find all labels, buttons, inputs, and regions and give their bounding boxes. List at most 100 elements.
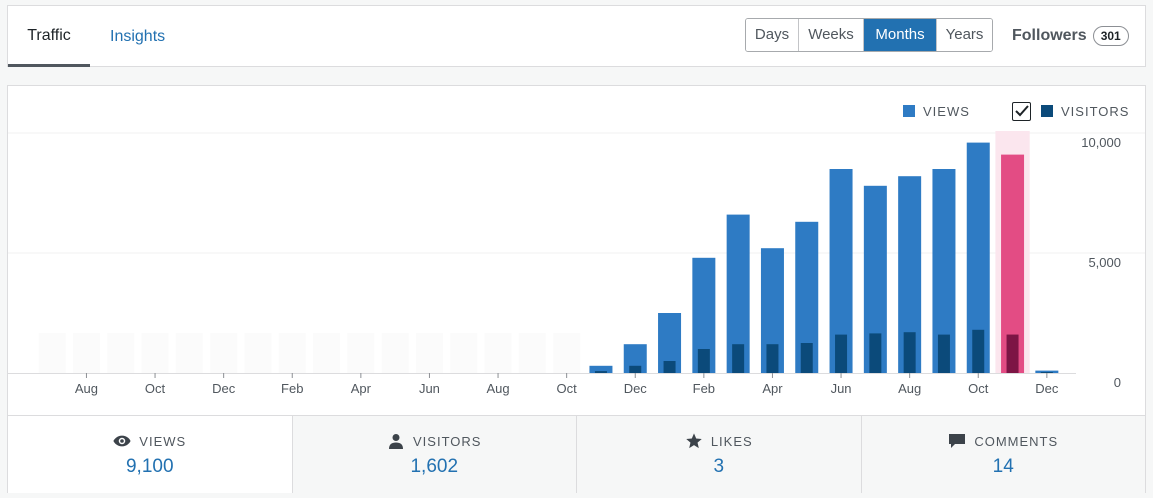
- summary-views-value: 9,100: [125, 456, 174, 477]
- views-bar[interactable]: [726, 214, 750, 373]
- followers-link[interactable]: Followers 301: [1012, 24, 1129, 48]
- tab-traffic[interactable]: Traffic: [8, 6, 90, 67]
- views-bar[interactable]: [966, 142, 990, 373]
- empty-column-placeholder: [244, 333, 272, 373]
- empty-column-placeholder: [347, 333, 375, 373]
- followers-count-badge: 301: [1092, 26, 1129, 46]
- summary-comments-value: 14: [992, 456, 1014, 477]
- summary-tab-views[interactable]: VIEWS 9,100: [8, 416, 292, 493]
- visitors-bar: [903, 332, 916, 373]
- summary-likes-label: LIKES: [710, 433, 753, 449]
- summary-views-heading: VIEWS: [8, 432, 292, 450]
- x-tick-label: Jun: [831, 381, 852, 396]
- summary-visitors-label: VISITORS: [413, 433, 482, 449]
- legend-visitors: VISITORS: [1012, 101, 1130, 121]
- visitors-bar: [937, 334, 950, 373]
- summary-visitors-value: 1,602: [410, 456, 459, 477]
- followers-label: Followers: [1012, 27, 1087, 44]
- visitors-swatch: [1041, 105, 1053, 117]
- y-tick-label: 10,000: [1081, 135, 1121, 150]
- summary-likes-heading: LIKES: [577, 432, 861, 450]
- x-tick-label: Feb: [693, 381, 715, 396]
- empty-column-placeholder: [415, 333, 443, 373]
- visitors-bar: [1040, 372, 1053, 373]
- empty-column-placeholder: [553, 333, 581, 373]
- chart-panel: Aug Oct Dec Feb Apr Jun Aug Oct Dec Feb Apr Jun Aug O…: [7, 85, 1146, 493]
- legend-views-label: VIEWS: [923, 103, 970, 119]
- bar-chart: Aug Oct Dec Feb Apr Jun Aug Oct Dec Feb Apr Jun Aug O…: [8, 131, 1145, 396]
- x-tick-label: Feb: [281, 381, 303, 396]
- x-tick-label: Aug: [898, 381, 921, 396]
- views-bar[interactable]: [658, 313, 682, 373]
- views-bar[interactable]: [760, 248, 784, 373]
- empty-column-placeholder: [107, 333, 135, 373]
- views-bar[interactable]: [829, 169, 853, 373]
- visitors-bar: [972, 329, 985, 373]
- x-tick-label: Oct: [968, 381, 989, 396]
- empty-column-placeholder: [313, 333, 341, 373]
- summary-tab-likes[interactable]: LIKES 3: [576, 416, 861, 493]
- empty-column-placeholder: [72, 333, 100, 373]
- period-months-button[interactable]: Months: [864, 19, 937, 51]
- empty-column-placeholder: [518, 333, 546, 373]
- summary-comments-label: COMMENTS: [974, 433, 1059, 449]
- views-bar[interactable]: [898, 176, 922, 373]
- y-tick-label: 5,000: [1088, 255, 1121, 270]
- visitors-bar: [663, 361, 676, 373]
- summary-comments-heading: COMMENTS: [862, 432, 1146, 450]
- views-bar[interactable]: [1001, 154, 1025, 373]
- legend-views: VIEWS: [903, 102, 970, 120]
- comment-icon: [949, 434, 966, 448]
- views-bar[interactable]: [932, 169, 956, 373]
- summary-visitors-heading: VISITORS: [293, 432, 577, 450]
- visitors-bar: [869, 333, 882, 373]
- visitors-bar: [629, 365, 642, 373]
- x-tick-label: Dec: [624, 381, 648, 396]
- visitors-bar: [800, 343, 813, 373]
- period-weeks-button[interactable]: Weeks: [799, 19, 864, 51]
- person-icon: [389, 434, 404, 449]
- y-tick-label: 0: [1114, 375, 1121, 390]
- visitors-bar: [835, 334, 848, 373]
- legend-visitors-label: VISITORS: [1061, 103, 1130, 119]
- period-years-button[interactable]: Years: [937, 19, 992, 51]
- empty-column-placeholder: [381, 333, 409, 373]
- x-tick-label: Oct: [145, 381, 166, 396]
- summary-views-label: VIEWS: [139, 433, 187, 449]
- empty-column-placeholder: [175, 333, 203, 373]
- visitors-bar: [732, 344, 745, 373]
- visitors-bar: [697, 349, 710, 373]
- x-tick-label: Oct: [557, 381, 578, 396]
- summary-tabs: VIEWS 9,100 VISITORS 1,602 LIKES 3: [8, 415, 1145, 493]
- x-tick-label: Dec: [212, 381, 236, 396]
- stats-header: Traffic Insights Days Weeks Months Years…: [7, 5, 1146, 67]
- empty-column-placeholder: [278, 333, 306, 373]
- visitors-bar: [594, 371, 607, 373]
- x-tick-label: Apr: [762, 381, 783, 396]
- summary-tab-comments[interactable]: COMMENTS 14: [860, 416, 1146, 493]
- summary-likes-value: 3: [713, 456, 725, 477]
- views-bar[interactable]: [795, 221, 819, 373]
- x-tick-label: Dec: [1035, 381, 1059, 396]
- x-tick-label: Apr: [351, 381, 372, 396]
- empty-column-placeholder: [450, 333, 478, 373]
- views-bar[interactable]: [863, 185, 887, 373]
- x-tick-label: Jun: [419, 381, 440, 396]
- views-swatch: [903, 105, 915, 117]
- visitors-bar: [766, 344, 779, 373]
- visitors-bar: [1006, 334, 1019, 373]
- empty-column-placeholder: [141, 333, 169, 373]
- views-bar[interactable]: [1035, 370, 1059, 373]
- views-bar[interactable]: [692, 257, 716, 373]
- summary-tab-visitors[interactable]: VISITORS 1,602: [291, 416, 577, 493]
- period-days-button[interactable]: Days: [746, 19, 799, 51]
- x-tick-label: Aug: [75, 381, 98, 396]
- views-bar[interactable]: [589, 365, 613, 373]
- empty-column-placeholder: [210, 333, 238, 373]
- visitors-toggle-checkbox[interactable]: [1012, 101, 1031, 121]
- eye-icon: [113, 435, 131, 447]
- period-selector: Days Weeks Months Years: [745, 18, 993, 52]
- star-icon: [686, 433, 702, 449]
- checkmark-icon: [1014, 105, 1029, 117]
- tab-insights[interactable]: Insights: [110, 28, 166, 45]
